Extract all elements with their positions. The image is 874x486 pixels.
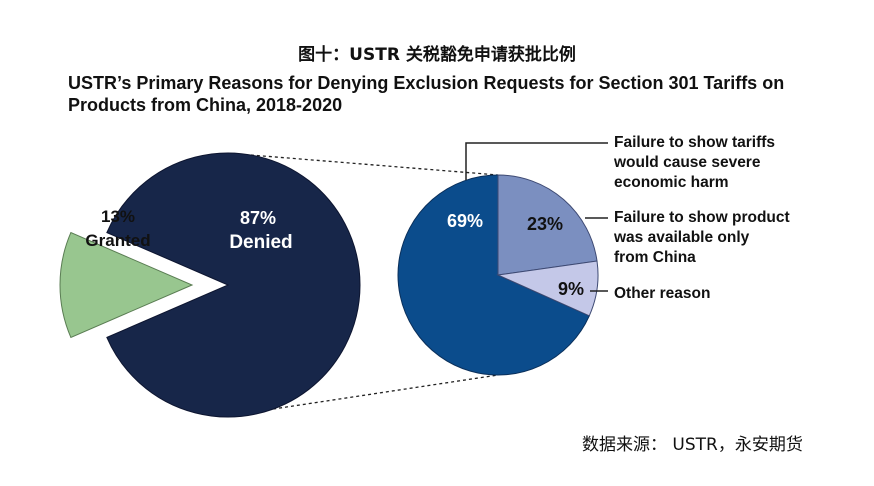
annotation-other: Other reason [614,285,710,302]
connector-bottom-line [273,374,499,410]
label-granted-value: 13% [101,207,135,226]
chart-title: USTR’s Primary Reasons for Denying Exclu… [68,73,785,115]
annotation-only-china: Failure to show product was available onl… [613,209,790,266]
slice-granted [59,231,194,339]
connector-top-line [250,154,499,176]
label-reason-only-china-value: 23% [527,214,563,234]
source-note: 数据来源： USTR，永安期货 [582,435,803,455]
annotation-economic-harm: Failure to show tariffs would cause sever… [613,134,775,191]
slice-denied [106,152,361,418]
label-granted-name: Granted [85,231,150,250]
slice-reason-only-china [497,174,598,276]
chinese-title: 图十：USTR 关税豁免申请获批比例 [298,45,576,65]
label-reason-economic-harm-value: 69% [447,211,483,231]
label-reason-other-value: 9% [558,279,584,299]
leader-line-economic-harm [465,142,608,180]
label-denied-name: Denied [229,232,292,253]
label-denied-value: 87% [240,208,276,228]
slice-reason-economic-harm [397,174,590,376]
slice-reason-other [496,260,599,317]
